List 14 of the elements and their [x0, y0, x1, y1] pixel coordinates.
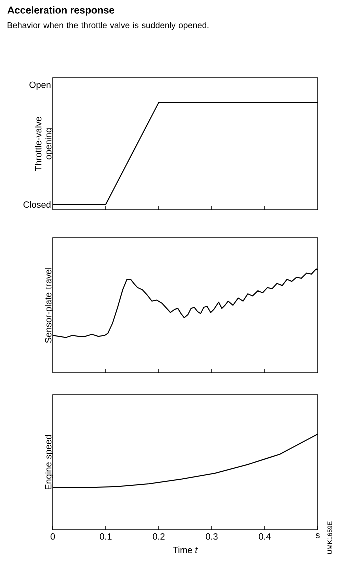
chart-title: Acceleration response	[8, 6, 114, 16]
x-tick-label: 0.4	[259, 534, 271, 540]
y-axis-title: Sensor-plate travel	[45, 268, 54, 344]
x-tick-label: 0	[50, 534, 56, 540]
x-tick-label: 0.1	[100, 534, 112, 540]
x-tick-label: 0.2	[153, 534, 165, 540]
chart-subtitle: Behavior when the throttle valve is suddenly opened.	[8, 22, 209, 30]
text: Closed	[24, 201, 51, 208]
x-axis-title: Time t	[173, 546, 198, 554]
y-axis-title: Engine speed	[45, 435, 54, 490]
text: Open	[30, 82, 51, 90]
x-tick-label: s	[316, 534, 320, 538]
y-axis-title: Throttle-valve opening	[35, 117, 54, 172]
x-tick-label: 0.3	[206, 534, 218, 540]
